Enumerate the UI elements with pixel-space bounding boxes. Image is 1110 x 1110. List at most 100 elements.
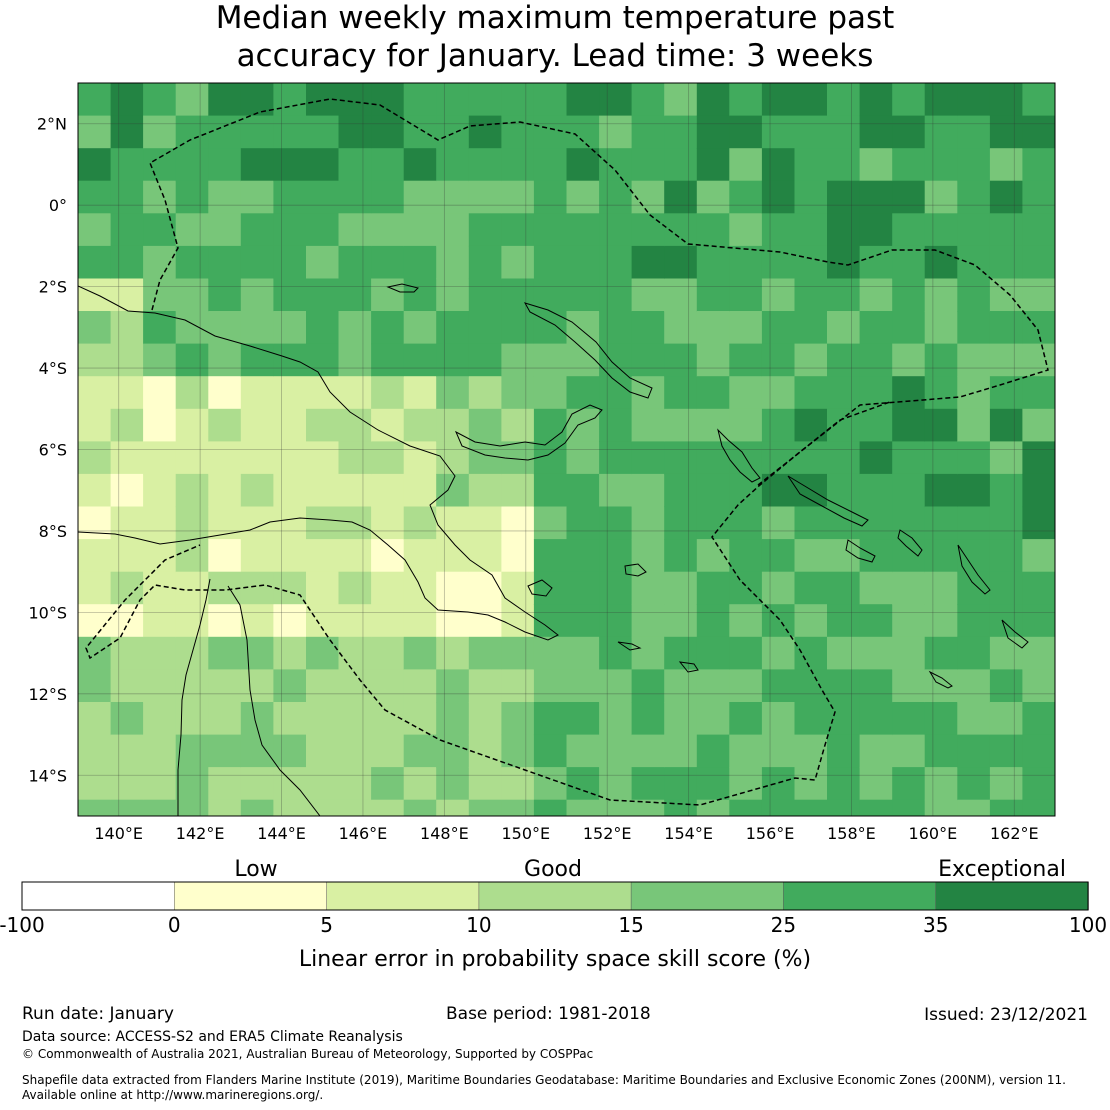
grid-cell <box>696 180 730 214</box>
grid-cell <box>566 148 600 182</box>
latitude-label: 2°N <box>37 115 67 134</box>
grid-cell <box>729 343 763 377</box>
grid-cell <box>371 799 405 816</box>
grid-cell <box>859 539 893 573</box>
grid-cell <box>924 636 958 670</box>
grid-cell <box>110 115 144 149</box>
grid-cell <box>175 669 209 703</box>
grid-cell <box>338 734 372 768</box>
grid-cell <box>794 669 828 703</box>
latitude-label: 2°S <box>39 278 67 297</box>
grid-cell <box>208 767 242 801</box>
grid-cell <box>240 343 274 377</box>
grid-cell <box>501 376 535 410</box>
grid-cell <box>989 571 1024 605</box>
grid-cell <box>892 83 926 117</box>
grid-cell <box>143 799 177 816</box>
grid-cell <box>273 408 307 442</box>
grid-cell <box>403 669 437 703</box>
grid-cell <box>110 180 144 214</box>
grid-cell <box>208 539 242 573</box>
grid-cell <box>892 539 926 573</box>
grid-cell <box>338 245 372 280</box>
grid-cell <box>924 767 958 801</box>
grid-cell <box>631 441 665 475</box>
grid-cell <box>761 148 796 182</box>
longitude-label: 144°E <box>257 824 306 843</box>
manus-coast <box>386 283 419 293</box>
grid-cell <box>240 311 274 345</box>
grid-cell <box>306 636 340 670</box>
grid-cell <box>501 767 535 801</box>
grid-cell <box>631 278 665 312</box>
grid-cell <box>143 702 177 736</box>
grid-cell <box>338 539 372 573</box>
grid-cell <box>468 278 502 312</box>
grid-cell <box>892 311 926 345</box>
grid-cell <box>859 180 893 214</box>
bougainville-coast <box>717 428 761 483</box>
grid-cell <box>208 83 242 117</box>
grid-cell <box>240 539 274 573</box>
grid-cell <box>859 669 893 703</box>
map-title-line-1: Median weekly maximum temperature past <box>215 0 895 36</box>
grid-cell <box>924 604 958 638</box>
grid-cell <box>1022 669 1055 703</box>
grid-cell <box>436 604 470 638</box>
grid-cell <box>631 245 665 280</box>
grid-cell <box>371 213 405 247</box>
grid-cell <box>273 148 307 182</box>
colorbar-segment <box>783 881 937 911</box>
grid-cell <box>924 376 958 410</box>
vanuatu-coast <box>1001 619 1029 649</box>
grid-cell <box>989 83 1024 117</box>
grid-cell <box>566 473 600 508</box>
grid-cell <box>859 636 893 670</box>
grid-cell <box>729 604 763 638</box>
grid-cell <box>533 180 568 214</box>
grid-cell <box>110 148 144 182</box>
grid-cell <box>468 213 502 247</box>
grid-cell <box>957 148 991 182</box>
grid-cell <box>827 278 861 312</box>
grid-cell <box>1022 148 1055 182</box>
grid-cell <box>110 571 144 605</box>
grid-cell <box>436 702 470 736</box>
grid-cell <box>794 506 828 540</box>
grid-cell <box>631 734 665 768</box>
grid-cell <box>664 245 698 280</box>
grid-cell <box>468 473 502 508</box>
grid-cell <box>78 539 112 573</box>
grid-cell <box>371 148 405 182</box>
grid-cell <box>1022 441 1055 475</box>
grid-cell <box>892 799 926 816</box>
grid-cell <box>696 636 730 670</box>
grid-cell <box>338 213 372 247</box>
grid-cell <box>696 669 730 703</box>
grid-cell <box>989 245 1024 280</box>
grid-cell <box>599 767 633 801</box>
grid-cell <box>827 799 861 816</box>
grid-cell <box>696 83 730 117</box>
grid-cell <box>892 636 926 670</box>
grid-cell <box>110 767 144 801</box>
grid-cell <box>794 636 828 670</box>
grid-cell <box>892 148 926 182</box>
grid-cell <box>175 408 209 442</box>
grid-cell <box>696 311 730 345</box>
grid-cell <box>729 669 763 703</box>
shapefile-credit-line-2: Available online at http://www.marinereg… <box>22 1088 324 1102</box>
grid-cell <box>859 213 893 247</box>
colorbar-tick-label: 10 <box>466 913 491 937</box>
grid-cell <box>501 636 535 670</box>
grid-cell <box>892 702 926 736</box>
cape-york-coast <box>177 578 211 816</box>
grid-cell <box>110 311 144 345</box>
grid-cell <box>468 83 502 117</box>
grid-cell <box>957 734 991 768</box>
grid-cell <box>989 604 1024 638</box>
grid-cell <box>143 83 177 117</box>
grid-cell <box>403 636 437 670</box>
grid-cell <box>989 636 1024 670</box>
grid-cell <box>371 311 405 345</box>
